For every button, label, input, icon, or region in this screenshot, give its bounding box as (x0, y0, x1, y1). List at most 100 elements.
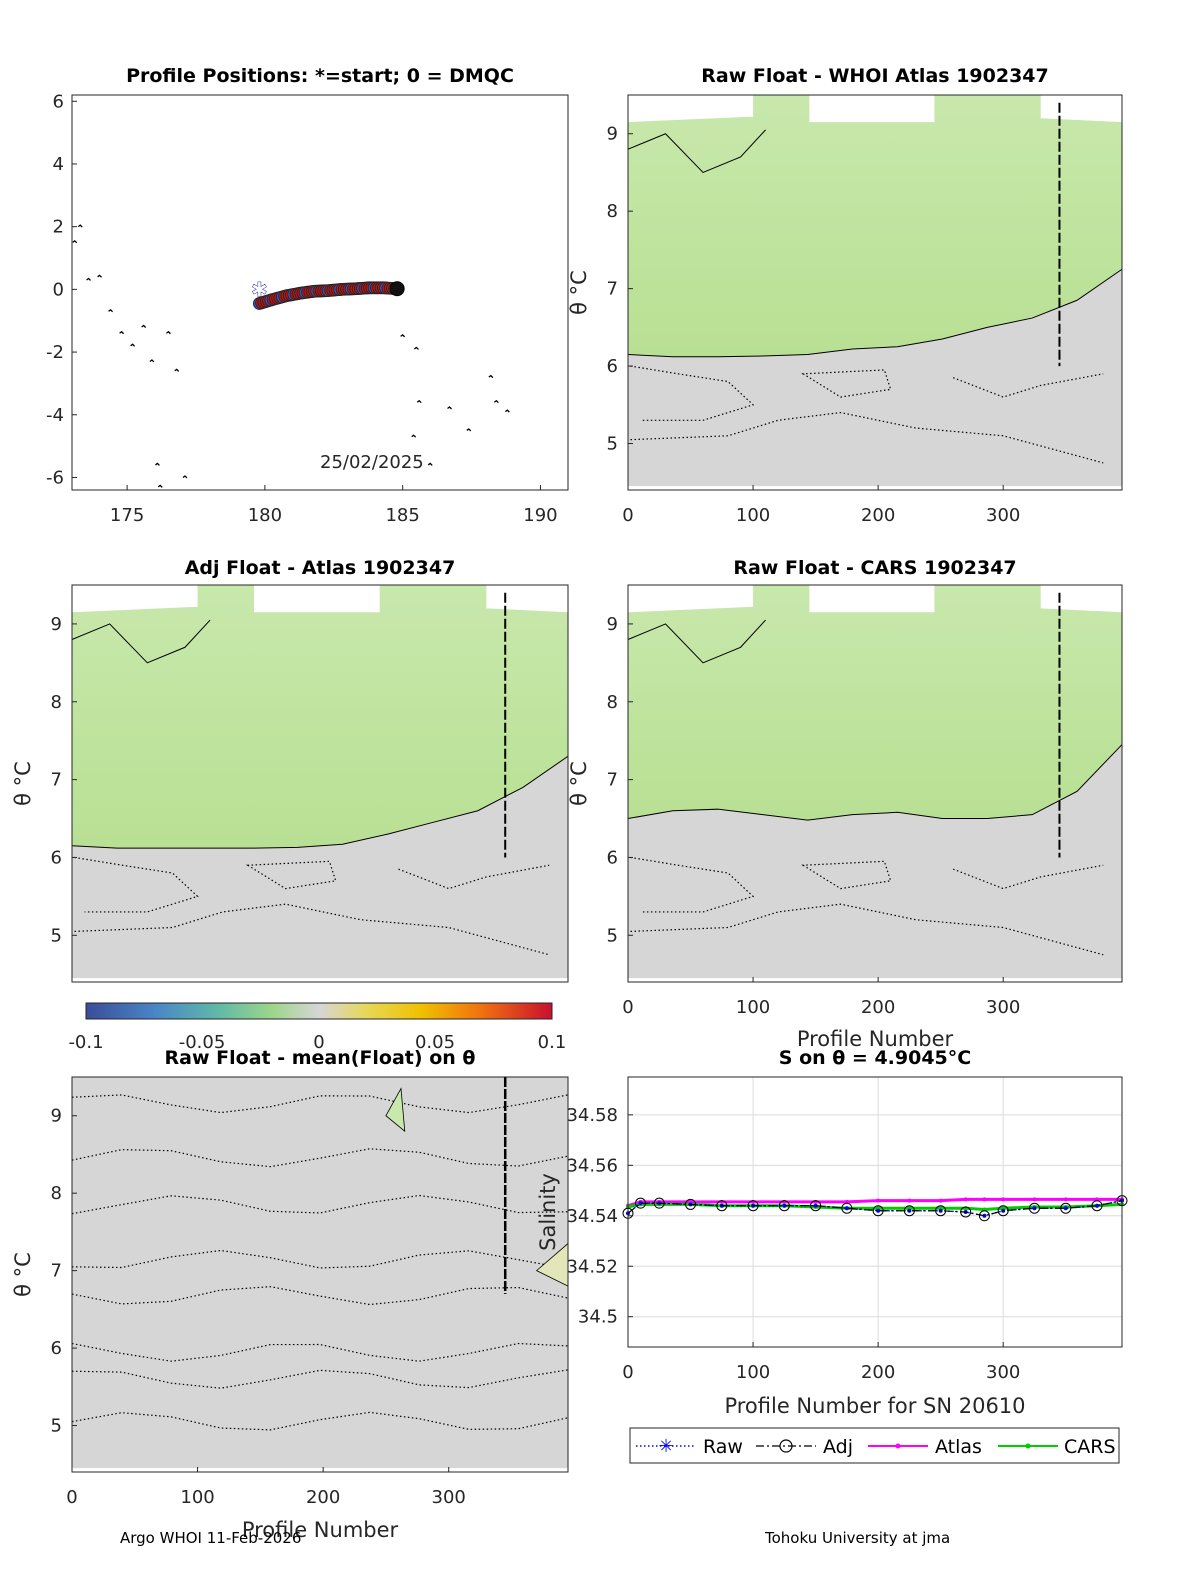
salinity-ticks: 0 100 200 300 34.58 34.56 34.54 34.52 34.5 (566, 1105, 1020, 1383)
series-raw-point (907, 1208, 912, 1213)
float-track-markers (252, 281, 405, 310)
y-tick-label: 7 (51, 770, 62, 791)
series-adj-point (635, 1197, 647, 1209)
solid-contour (627, 619, 766, 664)
legend-atlas-label: Atlas (935, 1436, 982, 1458)
no-data-top (628, 95, 1122, 123)
positions-axes-frame (71, 94, 569, 491)
legend-adj-marker (779, 1439, 793, 1453)
colorbar-tick-min: -0.1 (68, 1032, 103, 1053)
solid-contour (71, 619, 211, 664)
y-tick-label: -6 (46, 467, 64, 488)
zero-contour-line (627, 268, 1123, 358)
island-mark (108, 308, 114, 313)
salinity-ylabel: Salinity (536, 1173, 560, 1251)
x-tick-label: 190 (523, 505, 557, 526)
no-data-bottom (72, 978, 568, 982)
x-tick-label: 300 (986, 997, 1020, 1018)
series-adj-point (903, 1205, 915, 1217)
series-adj-point (872, 1205, 884, 1217)
dotted-contour (71, 1342, 569, 1362)
y-tick-label: 9 (607, 124, 618, 145)
series-atlas-point (963, 1197, 968, 1202)
positions-ticks: 175 180 185 190 6 4 2 0 -2 -4 -6 (46, 91, 558, 526)
island-mark (504, 409, 510, 413)
positive-anomaly-region (628, 95, 1122, 357)
heatmap-ticks: 0 100 200 300 9 8 7 6 5 (51, 1106, 466, 1508)
zero-contour-line (627, 744, 1123, 821)
x-tick-label: 175 (110, 505, 144, 526)
x-tick-label: 300 (986, 505, 1020, 526)
y-tick-label: 34.5 (578, 1307, 618, 1328)
island-mark (400, 334, 406, 338)
colorbar: -0.1 -0.05 0 0.05 0.1 (68, 1002, 566, 1053)
x-tick-label: 100 (180, 1487, 214, 1508)
series-adj-point (1060, 1202, 1072, 1214)
raw-mean-panel: Raw Float - mean(Float) on θ Profile Num… (11, 1047, 569, 1542)
series-adj-point (1091, 1200, 1103, 1212)
island-mark (166, 330, 171, 335)
x-tick-label: 200 (861, 1362, 895, 1383)
series-adj-point (747, 1200, 759, 1212)
island-mark (155, 462, 160, 466)
positive-anomaly-region (72, 585, 568, 849)
y-tick-label: 8 (51, 1183, 62, 1204)
y-tick-label: 34.52 (566, 1256, 618, 1277)
x-tick-label: 180 (248, 505, 282, 526)
dotted-contour (71, 1194, 569, 1215)
y-tick-label: 6 (607, 847, 618, 868)
series-raw-point (844, 1206, 849, 1211)
island-mark (466, 428, 472, 432)
y-tick-label: 9 (51, 1106, 62, 1127)
x-tick-label: 200 (306, 1487, 340, 1508)
heatmap-ylabel: θ °C (11, 761, 35, 806)
y-tick-label: 6 (51, 1338, 62, 1359)
dotted-contour (74, 856, 199, 913)
salinity-series (622, 1195, 1128, 1222)
island-mark (427, 462, 433, 466)
island-mark (414, 346, 419, 350)
raw-whoi-atlas-panel: Raw Float - WHOI Atlas 1902347 0 100 200 30… (567, 65, 1123, 526)
positive-anomaly-region (628, 585, 1122, 821)
salinity-axes-frame (627, 1076, 1123, 1348)
y-tick-label: 34.56 (566, 1155, 618, 1176)
y-tick-label: 6 (607, 356, 618, 377)
heatmap-ylabel: θ °C (11, 1252, 35, 1297)
island-mark (182, 475, 188, 479)
y-tick-label: 8 (607, 692, 618, 713)
x-tick-label: 300 (432, 1487, 466, 1508)
x-tick-label: 300 (986, 1362, 1020, 1383)
colorbar-tick-neg-half: -0.05 (179, 1032, 226, 1053)
salinity-plot-area (628, 1077, 1122, 1347)
dotted-contour (952, 864, 1104, 890)
series-atlas-point (1001, 1197, 1006, 1202)
series-raw-point (1063, 1206, 1068, 1211)
y-tick-label: 8 (607, 201, 618, 222)
raw-cars-title: Raw Float - CARS 1902347 (733, 557, 1016, 579)
salinity-xlabel: Profile Number for SN 20610 (724, 1394, 1025, 1418)
series-raw-point (982, 1213, 987, 1218)
island-mark (130, 343, 136, 347)
series-adj-point (978, 1210, 990, 1222)
dotted-contour (398, 864, 550, 890)
positive-patch (385, 1087, 406, 1133)
series-adj-point (1028, 1202, 1040, 1214)
y-tick-label: 6 (53, 91, 64, 112)
x-tick-label: 0 (622, 505, 633, 526)
positions-title: Profile Positions: *=start; 0 = DMQC (126, 65, 514, 87)
x-tick-label: 0 (622, 1362, 633, 1383)
y-tick-label: 7 (51, 1261, 62, 1282)
series-atlas-point (876, 1198, 881, 1203)
x-tick-label: 200 (861, 505, 895, 526)
zero-contour-line (71, 755, 569, 849)
dotted-contour (630, 365, 755, 421)
island-mark (157, 484, 163, 488)
raw-mean-title: Raw Float - mean(Float) on θ (165, 1047, 476, 1069)
x-tick-label: 100 (736, 1362, 770, 1383)
y-tick-label: 0 (53, 279, 64, 300)
series-adj-point (841, 1202, 853, 1214)
footer-right: Tohoku University at jma (764, 1529, 950, 1547)
series-adj-point (997, 1205, 1009, 1217)
no-data-bottom (628, 486, 1122, 490)
start-marker: ✱ (251, 277, 268, 301)
